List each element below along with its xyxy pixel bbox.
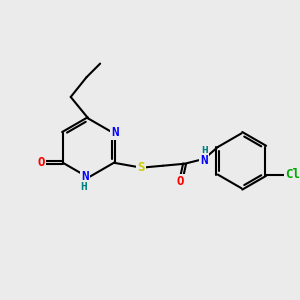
Text: N: N: [111, 126, 118, 139]
Text: S: S: [138, 161, 145, 174]
Text: N: N: [200, 154, 208, 167]
Text: Cl: Cl: [285, 168, 300, 181]
Text: O: O: [38, 156, 45, 169]
Text: H: H: [80, 182, 87, 192]
Text: H: H: [201, 146, 208, 156]
Text: N: N: [82, 170, 89, 183]
Text: O: O: [177, 175, 184, 188]
